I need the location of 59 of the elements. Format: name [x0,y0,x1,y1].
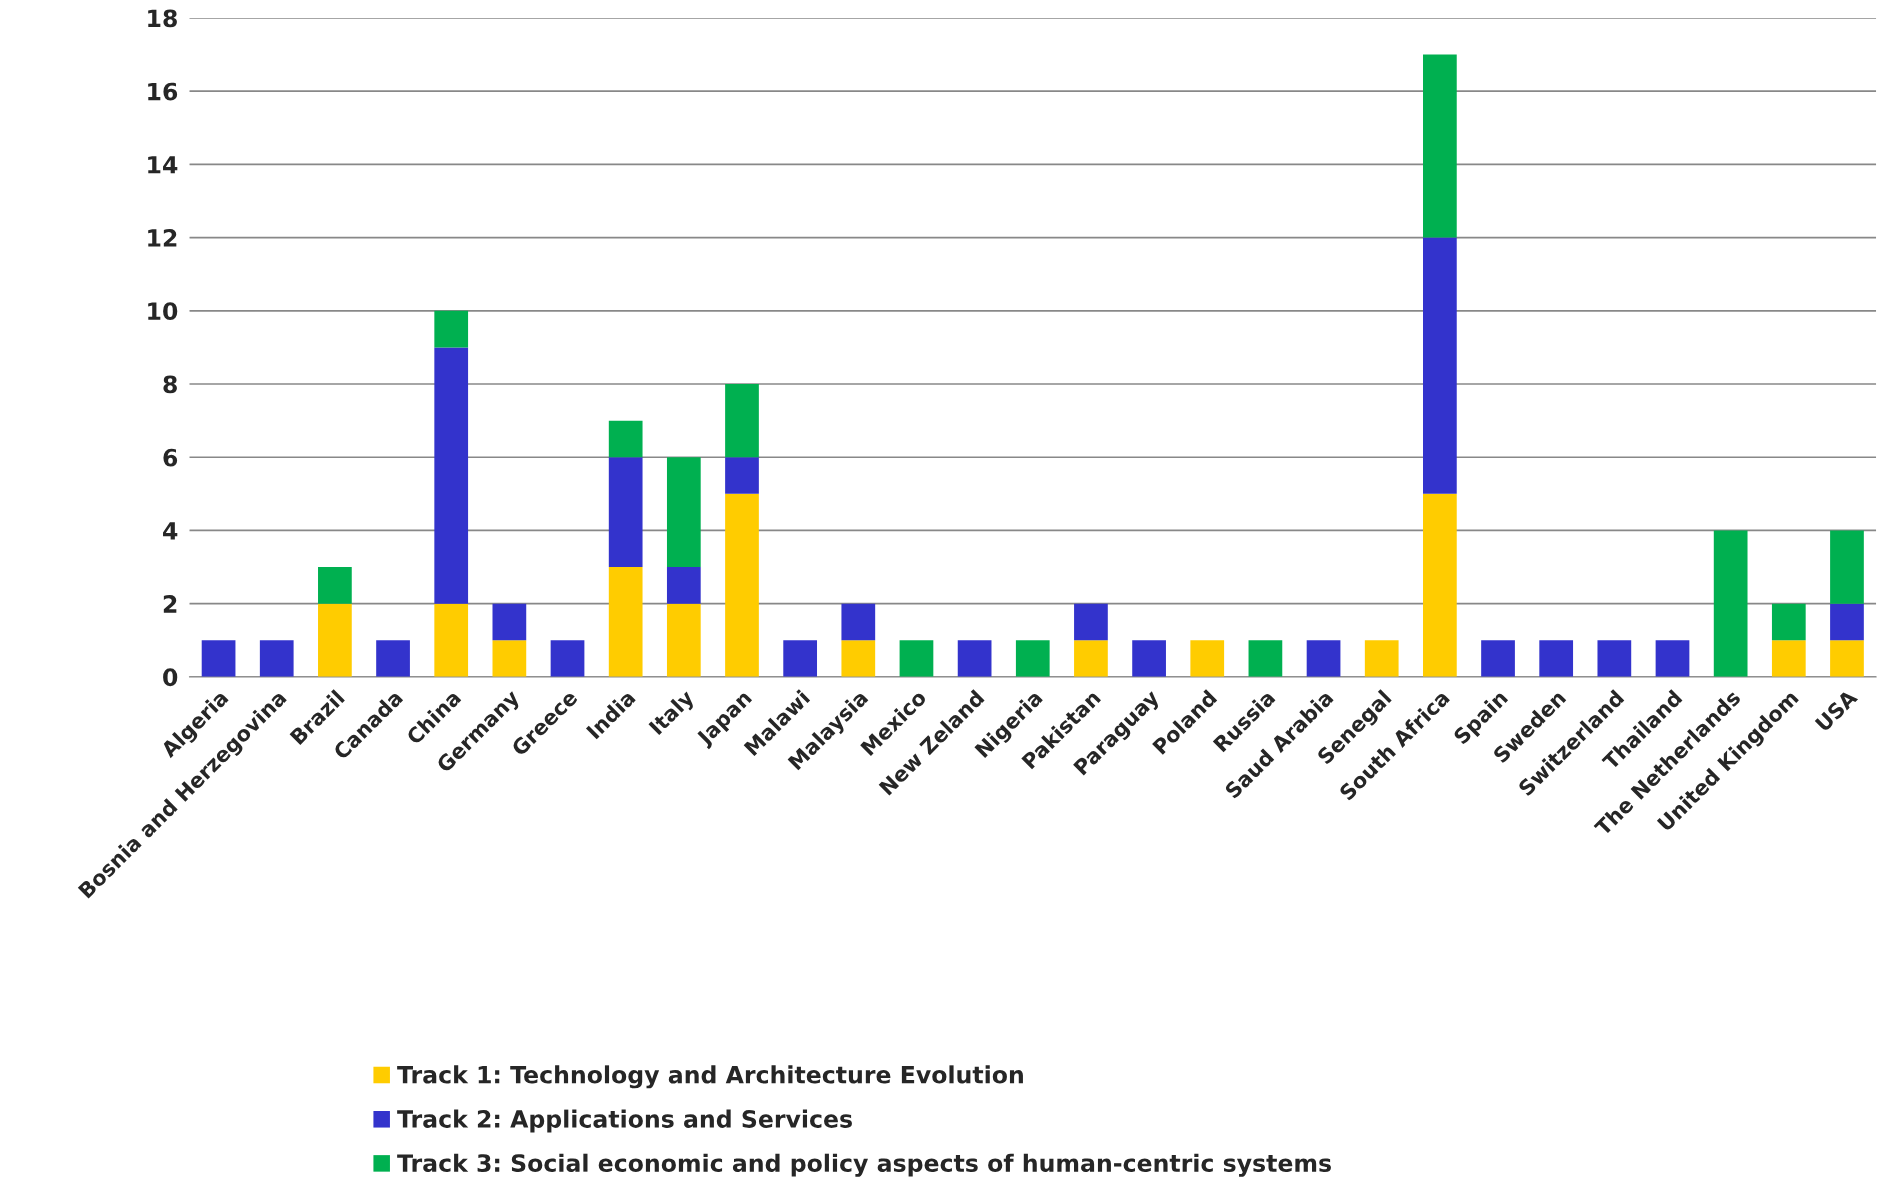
bar [1423,493,1457,677]
y-tick-label: 16 [148,82,178,101]
bar [201,640,236,677]
bar [1655,640,1690,677]
bar [841,640,876,677]
bar [899,640,934,677]
bar [1539,640,1574,677]
legend-label: Track 2: Applications and Services [397,1109,852,1133]
bar [608,567,643,677]
bar [783,640,818,677]
y-tick-label: 0 [163,668,178,687]
bar [434,310,469,348]
y-tick-label: 8 [163,375,177,394]
bar [841,603,876,641]
bar [1306,640,1341,677]
bar [666,567,701,604]
bar [1248,640,1283,677]
bar [1423,54,1457,238]
bar [1830,640,1864,677]
bar [1132,640,1166,677]
y-tick-label: 6 [163,448,178,467]
bar [1713,530,1748,677]
y-tick-label: 4 [163,522,178,540]
y-tick-label: 18 [148,9,177,28]
bar [725,457,759,494]
y-tick-label: 2 [163,595,177,613]
bar [666,457,701,568]
bar [1364,640,1399,677]
bar [1830,530,1864,604]
bar [725,493,759,677]
bar [957,640,992,677]
bar [259,640,294,677]
bar [376,640,410,677]
bar [318,603,352,677]
bar [608,420,643,458]
bar [725,384,759,458]
bar [608,457,643,568]
legend-label: Track 3: Social economic and policy aspects of human-centric systems [397,1153,1331,1177]
y-tick-label: 12 [148,229,177,247]
bar [1597,640,1632,677]
bar [1481,640,1515,677]
bar [434,603,469,677]
legend-label: Track 1: Technology and Architecture Evolution [397,1065,1023,1089]
bar [434,347,469,604]
bar [1423,237,1457,494]
bar [1771,640,1806,677]
y-tick-label: 14 [148,156,178,174]
bar [1074,640,1108,677]
bar [1074,603,1108,641]
bar [492,603,527,641]
bar [1015,640,1050,677]
bar [318,567,352,604]
bar [550,640,585,677]
bar [1830,603,1864,641]
bar [492,640,527,677]
bar [666,603,701,677]
y-tick-label: 10 [148,302,178,321]
bar [1771,603,1806,641]
bar [1190,640,1225,677]
